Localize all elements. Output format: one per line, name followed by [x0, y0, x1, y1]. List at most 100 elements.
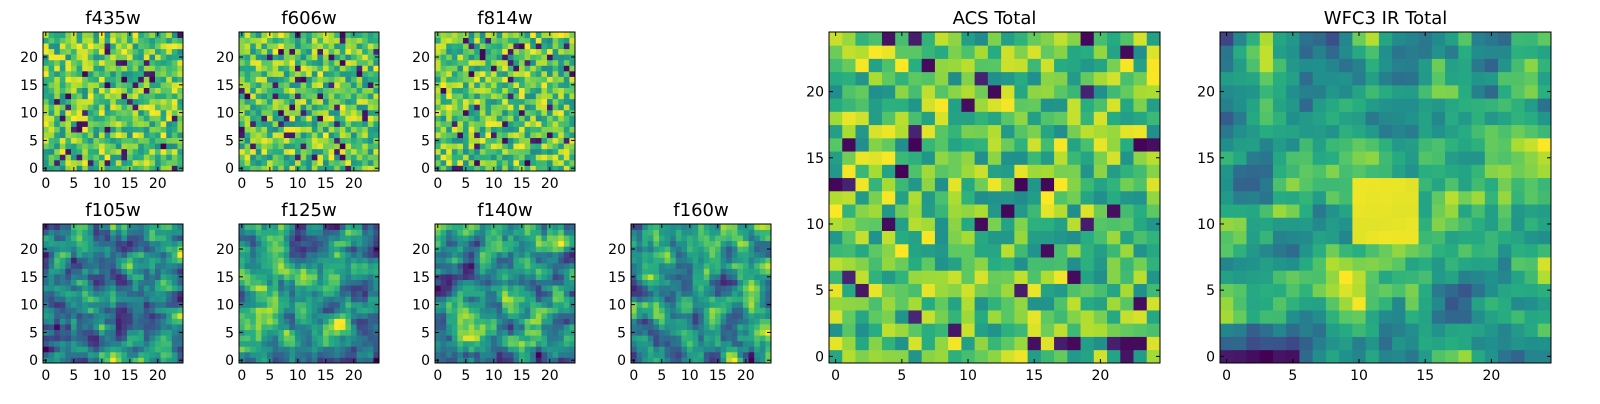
heatmap-cell [446, 82, 452, 88]
x-tick-label: 5 [69, 176, 78, 192]
heatmap-cell [138, 319, 144, 325]
heatmap-cell [77, 224, 83, 230]
heatmap-cell [485, 71, 491, 77]
heatmap-cell [474, 285, 480, 291]
heatmap-cell [659, 335, 665, 341]
heatmap-cell [541, 341, 547, 347]
heatmap-cell [519, 230, 525, 236]
heatmap-cell [922, 231, 936, 245]
heatmap-cell [278, 110, 284, 116]
heatmap-cell [721, 330, 727, 336]
heatmap-cell [435, 143, 441, 149]
heatmap-cell [278, 49, 284, 55]
heatmap-cell [704, 235, 710, 241]
heatmap-cell [88, 132, 94, 138]
heatmap-cell [754, 263, 760, 269]
heatmap-cell [284, 246, 290, 252]
heatmap-cell [256, 230, 262, 236]
heatmap-cell [457, 104, 463, 110]
heatmap-cell [1120, 204, 1134, 218]
heatmap-cell [138, 252, 144, 258]
heatmap-cell [144, 324, 150, 330]
heatmap-cell [869, 244, 883, 258]
heatmap-cell [82, 307, 88, 313]
heatmap-cell [653, 230, 659, 236]
heatmap-cell [508, 341, 514, 347]
heatmap-cell [536, 341, 542, 347]
heatmap-cell [368, 307, 374, 313]
heatmap-cell [88, 160, 94, 166]
heatmap-cell [267, 252, 273, 258]
heatmap-cell [935, 231, 949, 245]
heatmap-cell [329, 65, 335, 71]
heatmap-cell [564, 110, 570, 116]
heatmap-cell [1094, 270, 1108, 284]
heatmap-cell [435, 160, 441, 166]
heatmap-cell [553, 285, 559, 291]
heatmap-cell [144, 241, 150, 247]
heatmap-cell [49, 99, 55, 105]
heatmap-cell [457, 246, 463, 252]
heatmap-cell [536, 60, 542, 66]
heatmap-cell [357, 82, 363, 88]
heatmap-cell [553, 160, 559, 166]
heatmap-cell [457, 65, 463, 71]
heatmap-cell [659, 241, 665, 247]
heatmap-cell [267, 104, 273, 110]
heatmap-cell [155, 154, 161, 160]
heatmap-cell [502, 60, 508, 66]
heatmap-cell [525, 65, 531, 71]
heatmap-cell [564, 88, 570, 94]
heatmap-cell [681, 246, 687, 252]
heatmap-cell [362, 143, 368, 149]
heatmap-cell [564, 285, 570, 291]
heatmap-cell [77, 143, 83, 149]
heatmap-cell [155, 121, 161, 127]
heatmap-cell [273, 32, 279, 38]
heatmap-cell [553, 76, 559, 82]
heatmap-cell [743, 296, 749, 302]
heatmap-cell [60, 54, 66, 60]
heatmap-cell [446, 291, 452, 297]
heatmap-cell [558, 324, 564, 330]
heatmap-cell [698, 313, 704, 319]
heatmap-cell [273, 49, 279, 55]
heatmap-cell [687, 268, 693, 274]
heatmap-cell [693, 341, 699, 347]
x-tick-label: 0 [237, 368, 246, 384]
heatmap-cell [469, 268, 475, 274]
heatmap-cell [340, 285, 346, 291]
heatmap-cell [323, 307, 329, 313]
heatmap-cell [508, 319, 514, 325]
heatmap-cell [133, 280, 139, 286]
heatmap-cell [547, 313, 553, 319]
heatmap-cell [508, 307, 514, 313]
heatmap-cell [732, 291, 738, 297]
heatmap-cell [88, 291, 94, 297]
heatmap-cell [82, 149, 88, 155]
heatmap-cell [306, 346, 312, 352]
heatmap-cell [144, 71, 150, 77]
heatmap-cell [133, 43, 139, 49]
heatmap-cell [278, 335, 284, 341]
heatmap-cell [502, 99, 508, 105]
heatmap-cell [480, 82, 486, 88]
x-tick-label: 5 [265, 176, 274, 192]
heatmap-cell [547, 319, 553, 325]
heatmap-cell [155, 88, 161, 94]
heatmap-cell [457, 252, 463, 258]
heatmap-cell [564, 154, 570, 160]
x-tick-label: 5 [69, 368, 78, 384]
heatmap-cell [513, 285, 519, 291]
heatmap-cell [77, 296, 83, 302]
heatmap-cell [519, 235, 525, 241]
heatmap-cell [71, 71, 77, 77]
heatmap-cell [273, 330, 279, 336]
heatmap-cell [463, 352, 469, 358]
heatmap-cell [525, 149, 531, 155]
heatmap-cell [144, 127, 150, 133]
heatmap-cell [469, 302, 475, 308]
heatmap-cell [60, 291, 66, 297]
heatmap-cell [855, 337, 869, 351]
heatmap-cell [334, 143, 340, 149]
